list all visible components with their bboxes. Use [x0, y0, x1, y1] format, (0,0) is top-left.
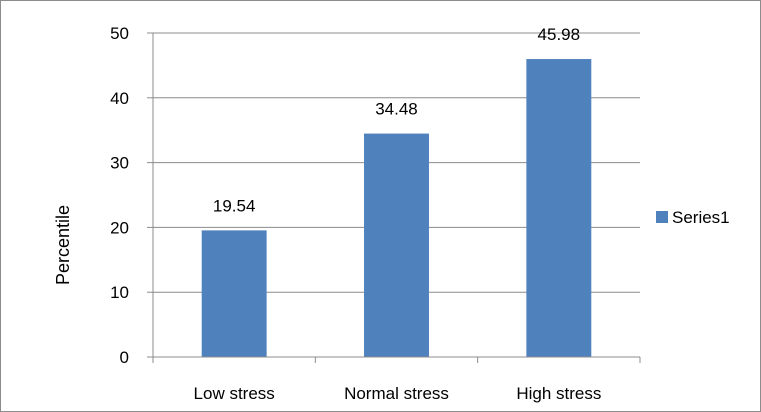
y-tick-label: 10 — [110, 283, 129, 302]
legend-label-series1: Series1 — [672, 208, 730, 227]
x-category-label: Normal stress — [344, 384, 449, 403]
axes — [147, 32, 641, 363]
bar — [201, 230, 267, 357]
bar — [364, 133, 429, 357]
legend: Series1 — [656, 208, 730, 227]
data-label: 19.54 — [213, 196, 256, 215]
y-axis-title: Percentile — [53, 205, 73, 285]
y-tick-label: 50 — [110, 24, 129, 43]
legend-swatch-series1 — [656, 211, 668, 223]
y-tick-label: 30 — [110, 154, 129, 173]
y-tick-label: 0 — [120, 348, 129, 367]
x-category-label: High stress — [516, 384, 601, 403]
bar — [526, 59, 592, 358]
y-tick-label: 20 — [110, 218, 129, 237]
data-label: 34.48 — [375, 100, 418, 119]
x-category-label: Low stress — [194, 384, 275, 403]
data-label: 45.98 — [538, 25, 581, 44]
bars — [201, 59, 592, 358]
labels: 0 10 20 30 40 50 19.54 Low stress 34.48 Normal st… — [110, 24, 601, 403]
y-tick-label: 40 — [110, 89, 129, 108]
